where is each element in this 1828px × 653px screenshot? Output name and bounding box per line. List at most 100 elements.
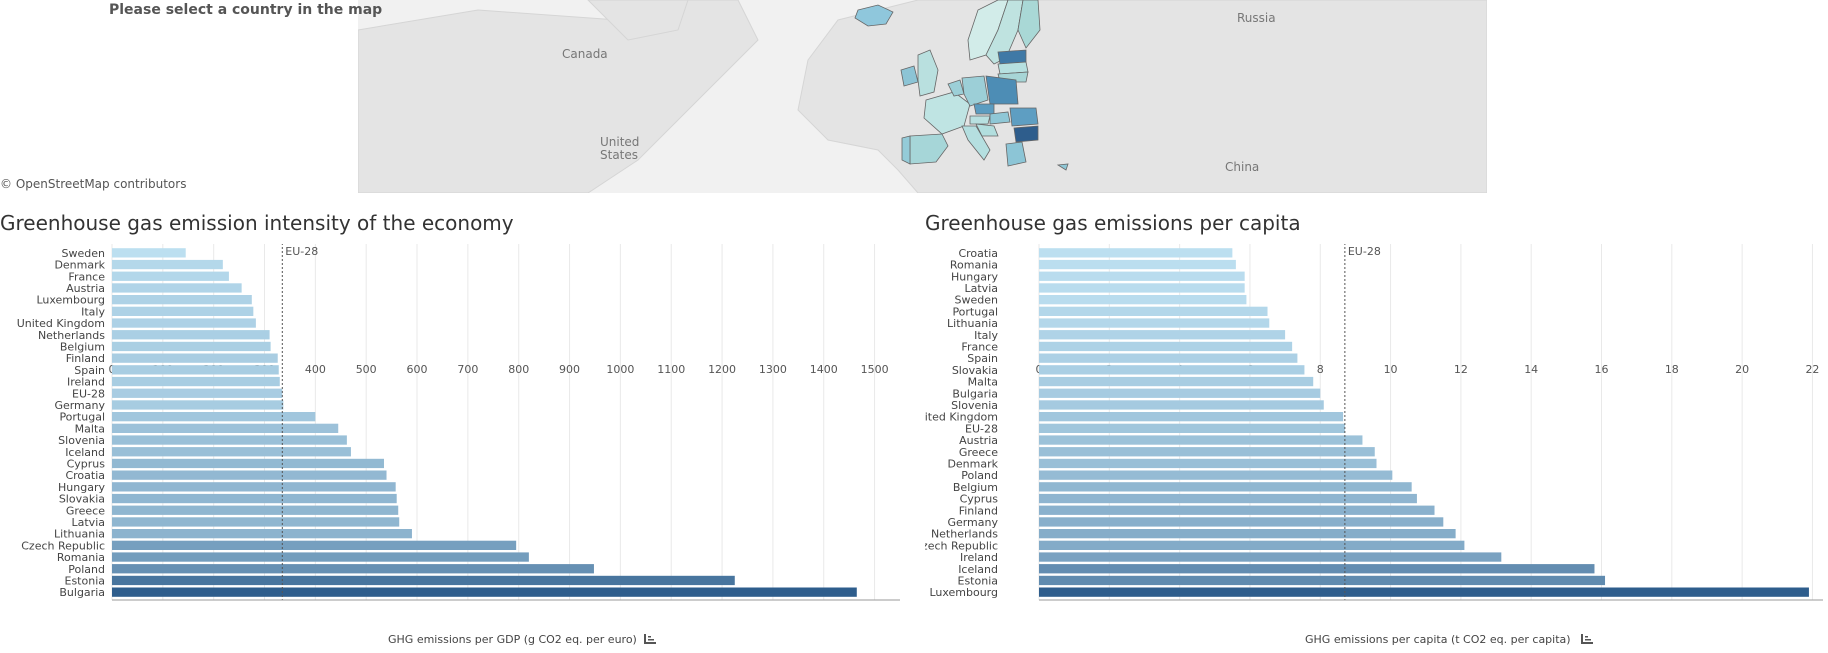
region-czech-republic[interactable] [973,103,995,115]
bar[interactable] [112,505,399,515]
bar[interactable] [1039,271,1245,281]
bar[interactable] [1039,295,1247,305]
region-iceland[interactable] [854,4,894,27]
bar[interactable] [1039,447,1375,457]
bar[interactable] [112,552,529,562]
bar[interactable] [1039,493,1417,504]
region-united-kingdom[interactable] [917,49,939,97]
sort-icon[interactable] [1581,634,1593,644]
bar[interactable] [112,482,396,492]
bar[interactable] [1039,388,1321,398]
bar[interactable] [112,564,594,574]
region-cyprus[interactable] [1056,163,1069,171]
bar[interactable] [1039,365,1305,375]
bar[interactable] [1039,482,1412,492]
region-italy[interactable] [961,125,991,161]
region-germany[interactable] [961,75,989,107]
map-view[interactable]: Canada United States Russia China [358,0,1487,193]
bar[interactable] [1039,330,1286,340]
bar[interactable] [112,388,283,398]
bar[interactable] [1039,529,1456,539]
region-greece[interactable] [1005,141,1027,167]
bar[interactable] [112,400,284,410]
bar[interactable] [112,271,229,281]
bar[interactable] [1039,283,1245,293]
region-croatia-slovenia[interactable] [975,123,999,137]
bar[interactable] [112,259,223,270]
bar[interactable] [112,529,412,539]
map-label-russia: Russia [1237,11,1276,25]
bar[interactable] [112,423,339,433]
bar[interactable] [112,517,400,527]
bar[interactable] [1039,540,1465,550]
category-label: Denmark [54,259,105,272]
bar[interactable] [112,587,857,597]
region-austria[interactable] [969,115,991,125]
bar[interactable] [112,306,254,316]
bar[interactable] [1039,587,1809,597]
category-label: Netherlands [38,329,105,342]
category-label: Estonia [958,574,999,587]
map-canvas[interactable]: Canada United States Russia China [358,0,1487,193]
x-axis-title-intensity: GHG emissions per GDP (g CO2 eq. per eur… [388,633,637,646]
category-label: Italy [974,329,998,342]
bar[interactable] [112,493,397,504]
category-label: Bulgaria [59,586,105,599]
bar[interactable] [112,470,387,480]
category-label: Finland [959,504,998,517]
bar[interactable] [1039,517,1444,527]
category-label: Portugal [59,411,105,424]
bar[interactable] [1039,376,1314,387]
category-label: Slovenia [951,399,998,412]
bar[interactable] [112,341,271,352]
bar[interactable] [1039,248,1233,258]
bar[interactable] [1039,435,1363,445]
bar[interactable] [112,540,517,550]
bar[interactable] [1039,400,1324,410]
region-romania[interactable] [1009,107,1039,127]
category-label: United Kingdom [925,411,998,424]
bar[interactable] [1039,259,1236,270]
bar[interactable] [1039,470,1393,480]
bar[interactable] [1039,306,1268,316]
region-poland[interactable] [985,75,1019,105]
bar[interactable] [1039,341,1293,352]
bar[interactable] [1039,575,1606,586]
bar[interactable] [1039,318,1270,328]
bar[interactable] [1039,564,1595,574]
region-hungary[interactable] [989,111,1011,125]
bar[interactable] [112,318,256,328]
bar[interactable] [112,412,316,422]
bar[interactable] [112,365,279,375]
map-label-us-1: United [600,135,639,149]
bar[interactable] [112,458,384,469]
region-bulgaria[interactable] [1013,125,1039,143]
region-finland[interactable] [1017,0,1041,49]
bar[interactable] [1039,505,1435,515]
chart-intensity[interactable]: 0100200300400500600700800900100011001200… [0,244,905,604]
bar[interactable] [112,248,186,258]
bar[interactable] [1039,423,1345,433]
bar[interactable] [112,330,270,340]
x-tick-label: 900 [559,363,580,376]
chart-per-capita[interactable]: 0246810121416182022CroatiaRomaniaHungary… [925,244,1825,604]
bar[interactable] [112,295,252,305]
bar[interactable] [1039,458,1377,469]
category-label: Czech Republic [21,539,105,552]
bar[interactable] [112,447,351,457]
x-tick-label: 20 [1735,363,1749,376]
bar[interactable] [1039,412,1344,422]
bar[interactable] [112,376,280,387]
sort-icon[interactable] [644,634,656,644]
bar[interactable] [112,283,242,293]
bar[interactable] [1039,552,1502,562]
bar[interactable] [1039,353,1298,363]
bar[interactable] [112,353,278,363]
category-label: Belgium [60,340,105,353]
bar[interactable] [112,575,735,586]
category-label: Portugal [952,305,998,318]
map-label-china: China [1225,160,1259,174]
region-portugal[interactable] [901,135,911,165]
category-label: United Kingdom [17,317,105,330]
bar[interactable] [112,435,347,445]
